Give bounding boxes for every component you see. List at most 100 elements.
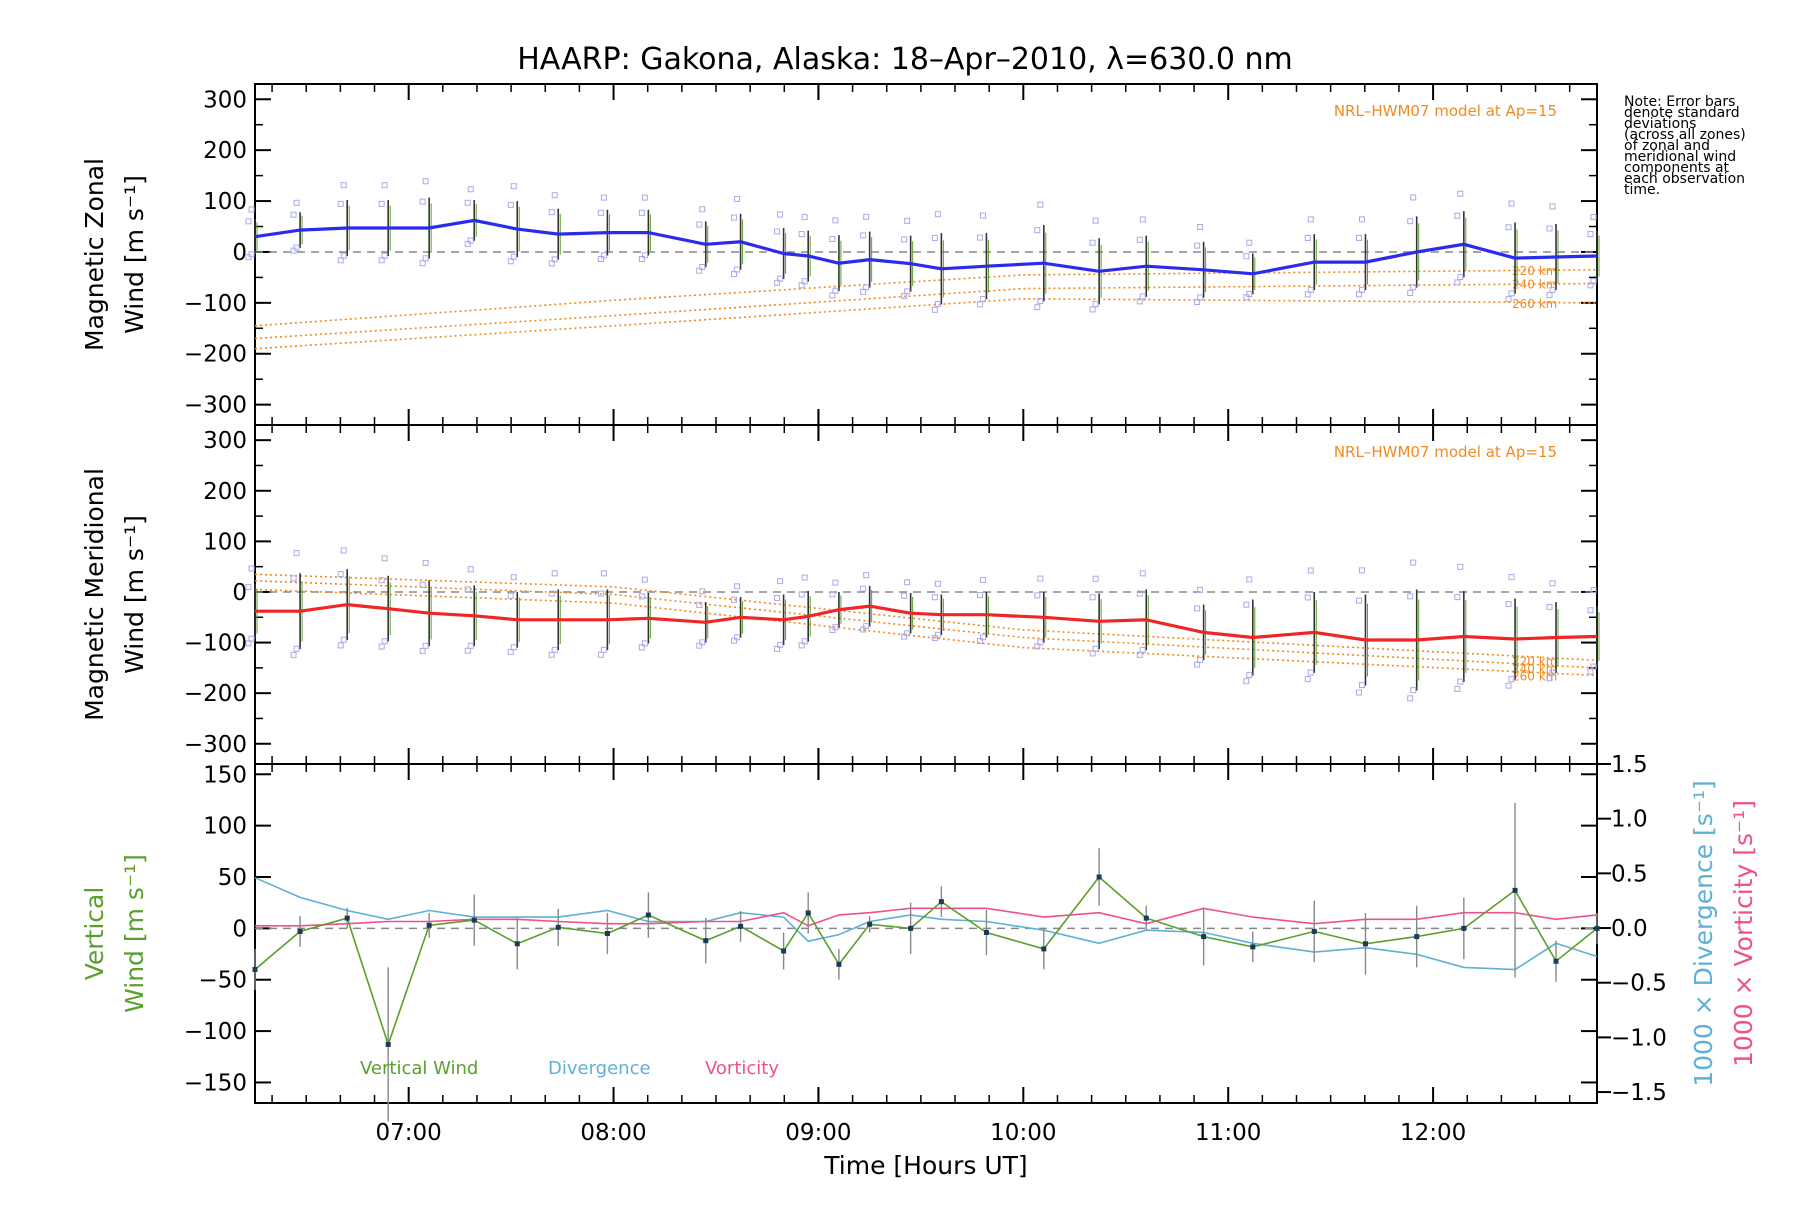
zone-sample <box>1194 605 1201 612</box>
zone-sample <box>419 260 426 267</box>
zone-sample <box>1037 575 1044 582</box>
zone-sample <box>777 211 784 218</box>
zone-sample <box>1407 593 1414 600</box>
zone-sample <box>419 198 426 205</box>
vertical-wind-point <box>938 899 944 905</box>
y2-tick-label: 1.5 <box>1611 752 1648 778</box>
zone-sample <box>340 252 347 259</box>
zone-sample <box>1358 682 1365 689</box>
zone-sample <box>904 579 911 586</box>
zone-sample <box>248 635 255 642</box>
zone-sample <box>340 636 347 643</box>
x-tick-label: 10:00 <box>990 1120 1056 1146</box>
zone-sample <box>934 301 941 308</box>
zone-sample <box>901 592 908 599</box>
zone-sample <box>290 211 297 218</box>
zone-sample <box>1307 669 1314 676</box>
zone-sample <box>801 278 808 285</box>
zone-sample <box>422 255 429 262</box>
zone-sample <box>1246 290 1253 297</box>
zone-sample <box>1407 289 1414 296</box>
zone-sample <box>976 301 983 308</box>
zone-sample <box>548 590 555 597</box>
zone-sample <box>551 570 558 577</box>
panel-frame <box>254 763 1598 1104</box>
zone-sample <box>293 244 300 251</box>
zone-sample <box>863 623 870 630</box>
zone-sample <box>1092 301 1099 308</box>
zone-sample <box>248 565 255 572</box>
legend-divergence: Divergence <box>548 1058 651 1079</box>
zone-sample <box>1587 231 1594 238</box>
zone-sample <box>863 213 870 220</box>
y2-tick-label: 0.5 <box>1611 861 1648 887</box>
x-tick-label: 07:00 <box>376 1120 442 1146</box>
vertical-wind-point <box>1461 925 1467 931</box>
y-tick-label: 100 <box>203 529 247 555</box>
zone-sample <box>1508 200 1515 207</box>
mean-wind-line <box>254 218 1598 276</box>
model-label: 260 km <box>1512 297 1557 311</box>
zone-sample <box>734 266 741 273</box>
zone-sample <box>422 642 429 649</box>
zone-sample <box>699 263 706 270</box>
zone-sample <box>293 550 300 557</box>
panel-meridional: 300 200 100 0 −100 −200 −300 Magnetic Meridiona… <box>80 424 1600 765</box>
zone-sample <box>1590 587 1597 594</box>
zone-sample <box>801 214 808 221</box>
vertical-wind-point <box>703 938 709 944</box>
zone-sample <box>1089 239 1096 246</box>
zone-sample <box>976 592 983 599</box>
model-curve-260km <box>254 588 1598 677</box>
zone-sample <box>1243 253 1250 260</box>
zone-sample <box>1549 286 1556 293</box>
model-label: 260 km <box>1512 669 1557 683</box>
y2-tick-label: 0.0 <box>1611 916 1648 942</box>
zone-sample <box>1355 689 1362 696</box>
vertical-wind-point <box>252 966 258 972</box>
zone-sample <box>1034 304 1041 311</box>
zone-sample <box>1410 687 1417 694</box>
zone-sample <box>419 648 426 655</box>
y-tick-label: 0 <box>232 580 247 606</box>
y-axis-label-line1: Vertical <box>80 887 109 981</box>
zone-sample <box>696 601 703 608</box>
panel-frame <box>254 83 1598 426</box>
y-tick-label: 100 <box>203 189 247 215</box>
zone-sample <box>337 571 344 578</box>
model-annotation: NRL–HWM07 model at Ap=15 <box>1334 443 1557 461</box>
zone-sample <box>1037 201 1044 208</box>
zone-sample <box>1092 645 1099 652</box>
zone-sample <box>774 594 781 601</box>
vertical-wind-point <box>1250 944 1256 950</box>
zone-sample <box>1587 668 1594 675</box>
zone-sample <box>1307 286 1314 293</box>
zone-sample <box>337 200 344 207</box>
zone-sample <box>378 643 385 650</box>
zone-sample <box>1505 682 1512 689</box>
zone-sample <box>1034 227 1041 234</box>
zone-sample <box>1508 676 1515 683</box>
y2-tick-label: 1.0 <box>1611 807 1648 833</box>
zone-sample <box>1092 217 1099 224</box>
vertical-wind-point <box>604 931 610 936</box>
zone-sample <box>337 642 344 649</box>
chart-title: HAARP: Gakona, Alaska: 18–Apr–2010, λ=63… <box>517 42 1293 77</box>
zone-sample <box>904 630 911 637</box>
zone-sample <box>1546 675 1553 682</box>
zone-sample <box>467 237 474 244</box>
y-tick-label: −100 <box>184 1019 247 1045</box>
zone-sample <box>600 252 607 259</box>
zone-sample <box>1246 576 1253 583</box>
vertical-wind-point <box>1553 958 1559 964</box>
zone-sample <box>510 644 517 651</box>
vertical-wind-point <box>1143 915 1149 921</box>
model-label: 220 km <box>1512 264 1557 278</box>
vertical-wind-point <box>1512 887 1518 893</box>
zone-sample <box>378 200 385 207</box>
zone-sample <box>1089 306 1096 313</box>
zone-sample <box>1304 676 1311 683</box>
zone-sample <box>419 581 426 588</box>
zone-sample <box>1410 284 1417 291</box>
zone-sample <box>1307 216 1314 223</box>
